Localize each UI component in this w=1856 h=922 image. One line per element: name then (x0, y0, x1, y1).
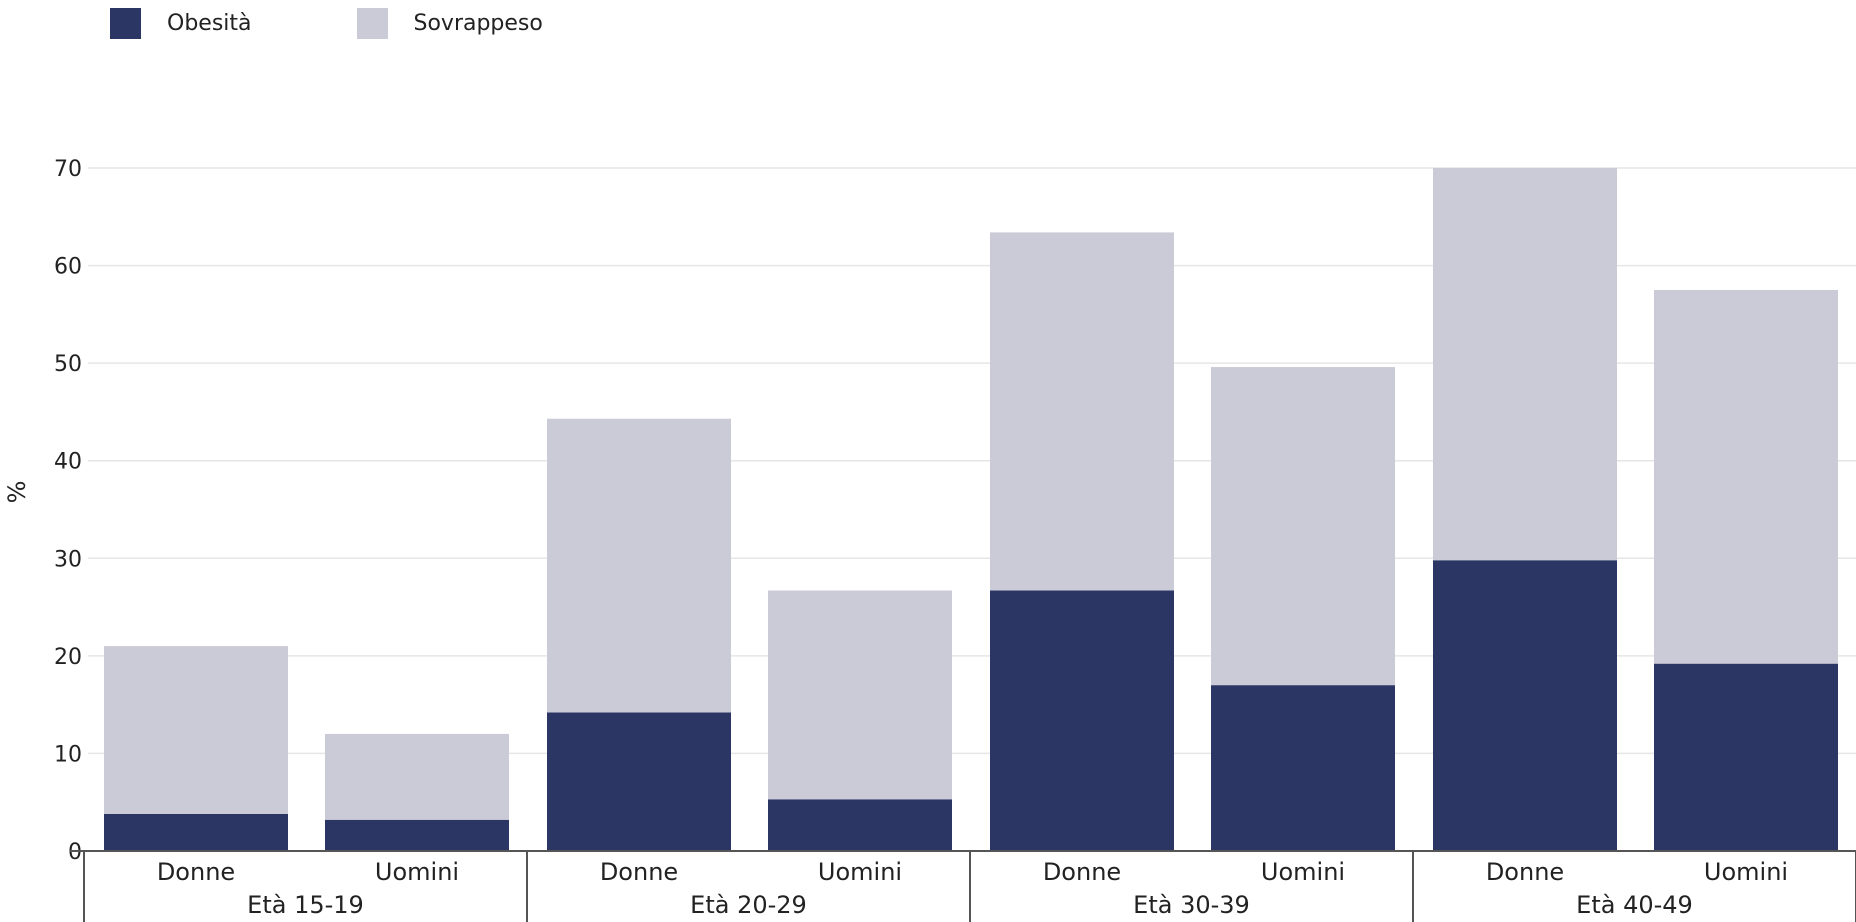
bar-obesita (325, 819, 509, 851)
legend-item-obesita[interactable]: Obesità (110, 8, 252, 39)
legend-item-sovrappeso[interactable]: Sovrappeso (356, 8, 543, 39)
bar-sovrappeso (325, 733, 509, 820)
bar-obesita (1433, 560, 1617, 851)
bar-obesita (768, 799, 952, 851)
bars (104, 168, 1838, 851)
y-tick-label: 70 (54, 157, 82, 182)
legend-swatch (110, 8, 141, 39)
group-label: Età 20-29 (690, 891, 807, 919)
y-tick-label: 60 (54, 255, 82, 280)
bar-sovrappeso (547, 418, 731, 713)
bar-sovrappeso (104, 646, 288, 814)
y-tick-label: 50 (54, 352, 82, 377)
y-tick-label: 40 (54, 450, 82, 475)
y-tick-label: 20 (54, 645, 82, 670)
x-tick-label: Donne (1486, 858, 1564, 886)
bar-sovrappeso (1211, 367, 1395, 686)
y-tick-label: 0 (68, 840, 82, 865)
bar-sovrappeso (990, 232, 1174, 591)
legend: Obesità Sovrappeso (110, 8, 648, 39)
group-label: Età 15-19 (247, 891, 364, 919)
x-tick-label: Donne (600, 858, 678, 886)
y-tick-label: 30 (54, 547, 82, 572)
y-axis-title: % (3, 481, 31, 504)
axes: 0 10 20 30 40 50 60 70 Donne Uomini Donne Uomini Don… (54, 157, 1856, 922)
x-tick-label: Uomini (375, 858, 459, 886)
bar-obesita (1654, 663, 1838, 851)
grid-lines (88, 167, 1856, 755)
legend-label: Obesità (167, 11, 252, 36)
bar-obesita (990, 590, 1174, 851)
y-tick-label: 10 (54, 742, 82, 767)
group-label: Età 30-39 (1133, 891, 1250, 919)
bar-sovrappeso (768, 590, 952, 800)
bar-obesita (104, 813, 288, 851)
x-tick-label: Uomini (818, 858, 902, 886)
x-tick-label: Donne (1043, 858, 1121, 886)
bar-obesita (1211, 685, 1395, 851)
group-label: Età 40-49 (1576, 891, 1693, 919)
bar-sovrappeso (1654, 289, 1838, 664)
x-tick-label: Uomini (1704, 858, 1788, 886)
bar-obesita (547, 712, 731, 851)
legend-label: Sovrappeso (413, 11, 543, 36)
x-tick-label: Uomini (1261, 858, 1345, 886)
x-tick-label: Donne (157, 858, 235, 886)
bar-sovrappeso (1433, 168, 1617, 561)
legend-swatch (356, 8, 388, 39)
